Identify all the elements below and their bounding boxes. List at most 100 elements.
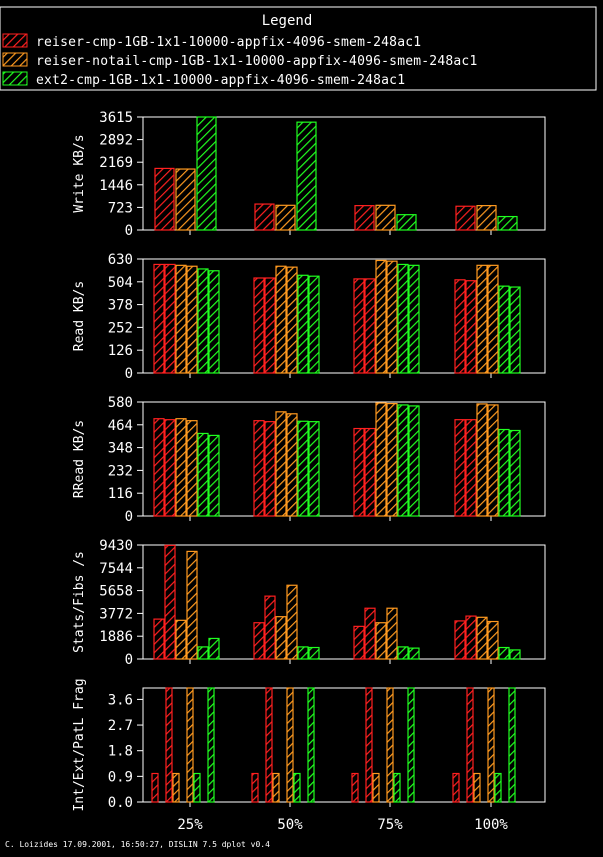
- bar-series-2: [186, 687, 194, 803]
- y-axis-title: Int/Ext/PatL Frag: [72, 678, 87, 811]
- bar-series-3: [196, 116, 217, 231]
- bar-series-3: [207, 687, 215, 803]
- bar-series-1: [164, 544, 176, 660]
- y-tick-label: 630: [108, 252, 133, 268]
- bar-series-2: [175, 168, 196, 231]
- bar-series-2: [487, 404, 499, 517]
- bar-series-2: [186, 550, 198, 660]
- bar-series-1: [466, 687, 474, 803]
- bar-series-2: [375, 259, 387, 374]
- bar-series-2: [386, 607, 398, 660]
- legend-label-ext2: ext2-cmp-1GB-1x1-10000-appfix-4096-smem-…: [36, 73, 405, 88]
- bar-series-1: [253, 622, 265, 660]
- bar-series-2: [386, 260, 398, 374]
- y-tick-label: 0: [125, 509, 133, 525]
- bar-series-3: [509, 429, 521, 517]
- bar-series-3: [208, 434, 220, 517]
- bar-series-2: [487, 264, 499, 374]
- panel-frame: [142, 544, 546, 660]
- bar-series-3: [197, 646, 209, 660]
- panel-1: 0 723 1446 2169 2892 3615 Write KB/s: [72, 110, 546, 239]
- y-tick-label: 0: [125, 366, 133, 382]
- y-tick-label: 2892: [99, 133, 133, 149]
- legend-title: Legend: [262, 13, 313, 29]
- bar-series-2: [186, 265, 198, 374]
- y-tick-label: 3615: [99, 110, 133, 126]
- bar-series-1: [353, 427, 365, 517]
- bar-series-3: [494, 772, 502, 803]
- bar-series-3: [197, 432, 209, 517]
- bar-series-1: [151, 772, 159, 803]
- legend-swatch-ext2: [2, 71, 28, 86]
- bar-series-3: [397, 263, 409, 374]
- bar-series-3: [393, 772, 401, 803]
- bar-series-1: [264, 595, 276, 660]
- bar-series-1: [153, 263, 165, 374]
- bar-series-3: [308, 646, 320, 660]
- bar-series-2: [386, 402, 398, 517]
- bar-series-1: [465, 615, 477, 660]
- legend-label-reiser-notail: reiser-notail-cmp-1GB-1x1-10000-appfix-4…: [36, 54, 477, 69]
- bar-series-1: [154, 167, 175, 231]
- bar-series-1: [351, 772, 359, 803]
- bar-series-2: [272, 772, 280, 803]
- legend: Legend reiser-cmp-1GB-1x1-10000-appfix-4…: [0, 6, 597, 91]
- bar-series-3: [509, 286, 521, 374]
- bar-series-2: [175, 418, 187, 517]
- bars: [154, 116, 518, 231]
- y-tick-label: 9430: [99, 538, 133, 554]
- y-tick-label: 0.9: [108, 769, 133, 785]
- bar-series-1: [251, 772, 259, 803]
- bar-series-1: [452, 772, 460, 803]
- footer-credit: C. Loizides 17.09.2001, 16:50:27, DISLIN…: [5, 840, 270, 849]
- bar-series-2: [476, 264, 488, 374]
- bar-series-3: [208, 270, 220, 374]
- y-tick-label: 504: [108, 275, 133, 291]
- bars: [153, 544, 521, 660]
- bar-series-2: [172, 772, 180, 803]
- x-axis-labels: 25% 50% 75% 100%: [177, 817, 508, 833]
- bar-series-1: [353, 625, 365, 660]
- bar-series-2: [175, 619, 187, 660]
- panel-2: 0 126 252 378 504 630 Read KB/s: [72, 252, 546, 382]
- panel-frame: [142, 258, 546, 374]
- panel-3: 0 116 232 348 464 580 RRead KB/s: [72, 395, 546, 525]
- y-axis-title: Stats/Fibs /s: [72, 551, 87, 653]
- bar-series-2: [372, 772, 380, 803]
- bar-series-2: [375, 402, 387, 517]
- bar-series-2: [175, 264, 187, 374]
- bar-series-1: [153, 618, 165, 660]
- bar-series-3: [308, 275, 320, 374]
- x-tick-label-50: 50%: [277, 817, 303, 833]
- x-tick-label-25: 25%: [177, 817, 203, 833]
- bar-series-2: [286, 413, 298, 517]
- bar-series-2: [275, 411, 287, 517]
- bar-series-1: [465, 419, 477, 517]
- bar-series-2: [476, 205, 497, 231]
- bar-series-3: [296, 121, 317, 231]
- bar-series-1: [454, 279, 466, 374]
- bar-series-1: [354, 205, 375, 231]
- bar-series-3: [408, 264, 420, 374]
- legend-frame: [0, 6, 597, 91]
- panel-frame: [142, 116, 546, 231]
- bar-series-1: [454, 620, 466, 660]
- x-tick-label-75: 75%: [377, 817, 403, 833]
- bar-series-1: [164, 263, 176, 374]
- y-tick-label: 1446: [99, 178, 133, 194]
- bar-series-3: [397, 646, 409, 660]
- y-tick-label: 464: [108, 418, 133, 434]
- y-tick-label: 5658: [99, 584, 133, 600]
- y-tick-label: 580: [108, 395, 133, 411]
- bar-series-3: [297, 420, 309, 517]
- y-tick-label: 1.8: [108, 744, 133, 760]
- legend-entry-reiser: reiser-cmp-1GB-1x1-10000-appfix-4096-sme…: [2, 33, 421, 50]
- bar-series-3: [297, 274, 309, 374]
- bar-series-3: [407, 687, 415, 803]
- y-tick-label: 252: [108, 320, 133, 336]
- bar-series-2: [487, 687, 495, 803]
- bar-series-1: [164, 419, 176, 517]
- bar-series-1: [454, 419, 466, 517]
